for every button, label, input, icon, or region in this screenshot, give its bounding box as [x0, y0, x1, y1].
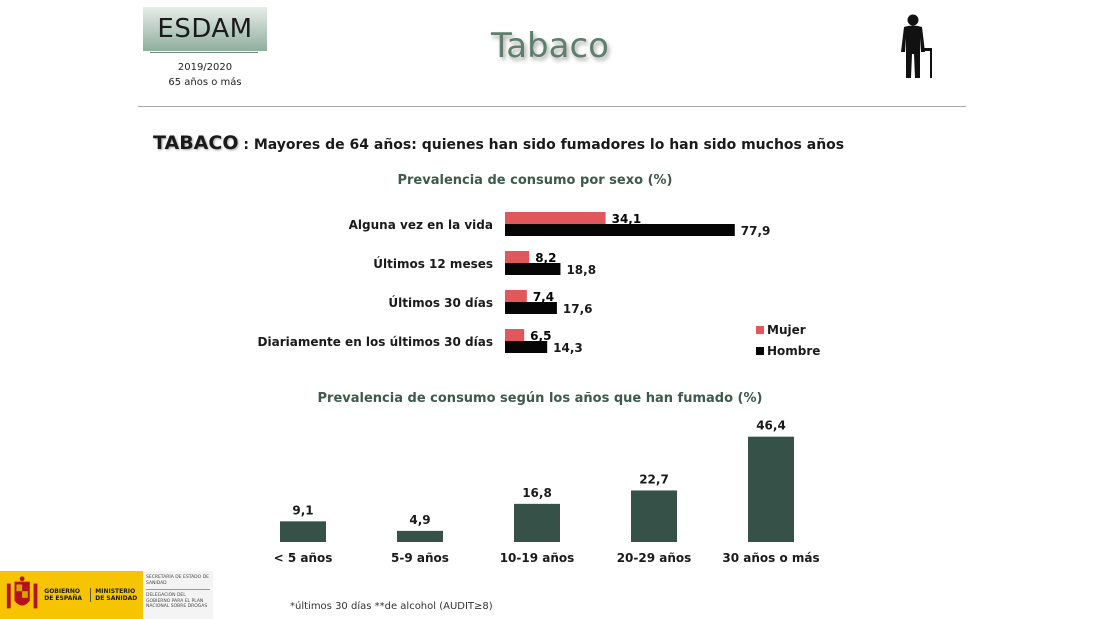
data-label: 7,4 — [533, 290, 554, 304]
bar-hombre — [505, 302, 557, 314]
page-title: Tabaco — [491, 26, 609, 66]
data-label: 14,3 — [553, 341, 583, 355]
bar-hombre — [505, 224, 735, 236]
survey-population: 65 años o más — [168, 77, 242, 88]
category-label: 20-29 años — [617, 551, 692, 565]
legend-swatch-hombre — [756, 347, 764, 355]
gov-secretaria-text: SECRETARÍA DE ESTADO DE SANIDAD — [146, 575, 209, 586]
bar-mujer — [505, 251, 530, 263]
legend-label: Mujer — [767, 323, 806, 337]
header-divider — [138, 106, 966, 107]
data-label: 16,8 — [522, 486, 552, 500]
bar-hombre — [505, 341, 548, 353]
gov-logo-white-band: SECRETARÍA DE ESTADO DE SANIDAD DELEGACI… — [143, 571, 213, 619]
gov-ministry-text: MINISTERIO DE SANIDAD — [90, 588, 143, 602]
category-label: Alguna vez en la vida — [349, 218, 493, 232]
data-label: 18,8 — [566, 263, 596, 277]
category-label: Últimos 30 días — [388, 295, 493, 310]
category-label: 10-19 años — [500, 551, 575, 565]
bar-hombre — [505, 263, 561, 275]
category-label: Últimos 12 meses — [373, 256, 493, 271]
data-label: 6,5 — [530, 329, 551, 343]
logo-text: ESDAM — [157, 14, 253, 44]
elderly-person-icon — [901, 14, 932, 78]
bar-mujer — [505, 290, 527, 302]
logo-underline — [150, 52, 258, 53]
category-label: < 5 años — [274, 551, 333, 565]
esdam-logo: ESDAM — [143, 7, 267, 51]
data-label: 46,4 — [756, 419, 786, 433]
bar — [631, 490, 677, 542]
bar — [514, 503, 560, 542]
headline-text: : Mayores de 64 años: quienes han sido f… — [238, 137, 845, 153]
category-label: Diariamente en los últimos 30 días — [258, 335, 493, 349]
data-label: 34,1 — [612, 212, 642, 226]
data-label: 17,6 — [563, 302, 593, 316]
data-label: 4,9 — [409, 513, 430, 527]
legend-swatch-mujer — [756, 326, 764, 334]
bar — [397, 530, 443, 542]
legend-label: Hombre — [767, 344, 820, 358]
gov-country-text: GOBIERNO DE ESPAÑA — [44, 588, 83, 602]
gov-delegacion-text: DELEGACIÓN DEL GOBIERNO PARA EL PLAN NAC… — [146, 593, 208, 609]
bar-mujer — [505, 329, 525, 341]
bar-mujer — [505, 212, 606, 224]
data-label: 9,1 — [292, 503, 313, 517]
gov-logo-yellow-band: GOBIERNO DE ESPAÑA MINISTERIO DE SANIDAD — [0, 571, 143, 619]
data-label: 77,9 — [741, 224, 771, 238]
category-label: 30 años o más — [722, 551, 819, 565]
headline-key: TABACO — [153, 132, 239, 154]
chart1-title: Prevalencia de consumo por sexo (%) — [397, 173, 673, 188]
data-label: 8,2 — [535, 251, 556, 265]
government-logo: GOBIERNO DE ESPAÑA MINISTERIO DE SANIDAD… — [0, 571, 213, 619]
category-label: 5-9 años — [391, 551, 449, 565]
bar — [280, 521, 326, 542]
chart2-title: Prevalencia de consumo según los años qu… — [317, 391, 763, 406]
headline: TABACO : Mayores de 64 años: quienes han… — [153, 132, 844, 154]
bar — [748, 436, 794, 542]
coat-of-arms-icon — [6, 576, 38, 609]
data-label: 22,7 — [639, 472, 669, 486]
footnote: *últimos 30 días **de alcohol (AUDIT≥8) — [290, 601, 493, 612]
survey-year: 2019/2020 — [177, 62, 233, 73]
